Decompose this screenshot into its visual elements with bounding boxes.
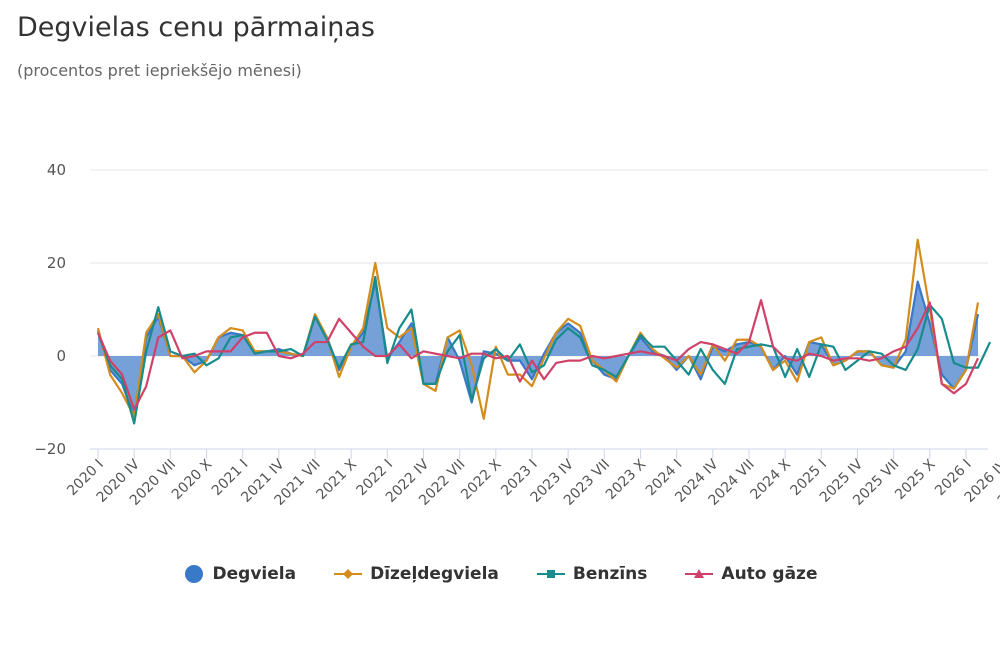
diamond-marker-icon (334, 569, 363, 579)
legend-label-auto-gaze: Auto gāze (721, 564, 818, 584)
legend-label-degviela: Degviela (212, 564, 297, 584)
x-tick-label: 2020 X (169, 456, 216, 503)
y-tick-label: 20 (47, 254, 66, 272)
x-tick-label: 2023 X (603, 456, 650, 503)
y-axis-ticks: 40 20 0 −20 (34, 161, 66, 458)
chart-legend: Degviela Dīzeļdegviela Benzīns Auto gāze (0, 563, 1000, 585)
grid-lines (90, 169, 988, 450)
chart-subtitle: (procentos pret iepriekšējo mēnesi) (17, 61, 302, 80)
x-tick-label: 2022 X (458, 456, 505, 503)
triangle-marker-icon (685, 569, 714, 578)
series-line-3[interactable] (96, 299, 979, 411)
legend-item-degviela[interactable]: Degviela (183, 563, 297, 585)
legend-item-benzins[interactable]: Benzīns (536, 563, 648, 585)
series-line-1[interactable] (96, 238, 980, 420)
x-tick-label: 2025 X (892, 456, 939, 503)
y-tick-label: 0 (56, 347, 66, 365)
y-tick-label: −20 (34, 440, 66, 458)
legend-item-auto-gaze[interactable]: Auto gāze (685, 563, 817, 585)
y-tick-label: 40 (47, 161, 66, 179)
chart-title: Degvielas cenu pārmaiņas (17, 12, 375, 43)
degviela-area-fill (98, 281, 978, 417)
legend-item-dizeldegviela[interactable]: Dīzeļdegviela (334, 563, 499, 585)
x-tick-label: 2021 X (314, 456, 361, 503)
circle-marker-icon (184, 565, 203, 583)
square-marker-icon (536, 570, 565, 578)
x-tick-label: 2024 X (748, 456, 795, 503)
legend-label-benzins: Benzīns (572, 564, 648, 584)
series-line-2[interactable] (96, 275, 992, 425)
degviela-area (98, 281, 978, 417)
series-lines (96, 238, 992, 425)
legend-label-dizeldegviela: Dīzeļdegviela (370, 564, 499, 584)
